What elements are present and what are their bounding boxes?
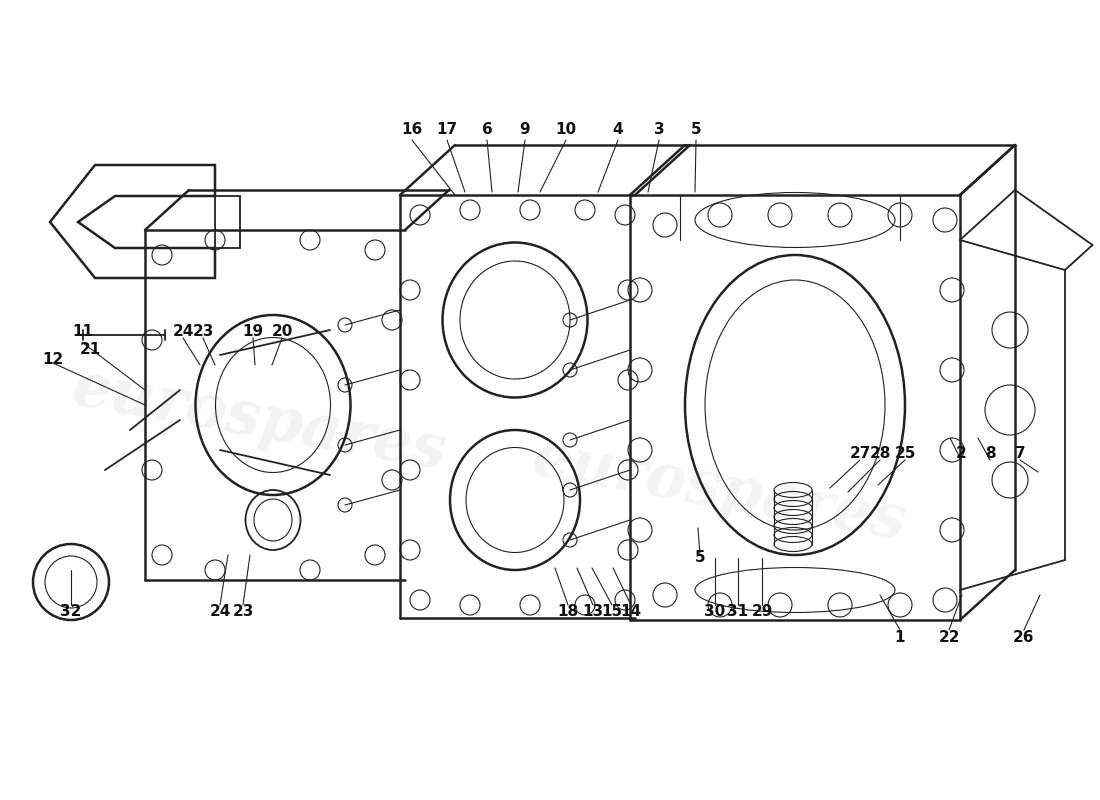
Text: 13: 13 bbox=[582, 605, 604, 619]
Text: 18: 18 bbox=[558, 605, 579, 619]
Text: 29: 29 bbox=[751, 605, 772, 619]
Text: 30: 30 bbox=[704, 605, 726, 619]
Text: 16: 16 bbox=[402, 122, 422, 138]
Text: 4: 4 bbox=[613, 122, 624, 138]
Text: 2: 2 bbox=[956, 446, 967, 461]
Text: 19: 19 bbox=[242, 323, 264, 338]
Text: 6: 6 bbox=[482, 122, 493, 138]
Text: 5: 5 bbox=[695, 550, 705, 566]
Text: 3: 3 bbox=[653, 122, 664, 138]
Text: 24: 24 bbox=[173, 323, 194, 338]
Text: 26: 26 bbox=[1013, 630, 1035, 645]
Text: 23: 23 bbox=[192, 323, 213, 338]
Text: 20: 20 bbox=[272, 323, 293, 338]
Text: 5: 5 bbox=[691, 122, 702, 138]
Text: 17: 17 bbox=[437, 122, 458, 138]
Text: 32: 32 bbox=[60, 605, 81, 619]
Text: 27: 27 bbox=[849, 446, 871, 461]
Text: 1: 1 bbox=[894, 630, 905, 645]
Text: 8: 8 bbox=[984, 446, 996, 461]
Text: 10: 10 bbox=[556, 122, 576, 138]
Text: 7: 7 bbox=[1014, 446, 1025, 461]
Text: 28: 28 bbox=[869, 446, 891, 461]
Text: eurospares: eurospares bbox=[68, 358, 452, 482]
Text: 9: 9 bbox=[519, 122, 530, 138]
Text: 12: 12 bbox=[43, 353, 64, 367]
Text: 23: 23 bbox=[232, 605, 254, 619]
Text: 25: 25 bbox=[894, 446, 915, 461]
Text: 15: 15 bbox=[602, 605, 623, 619]
Text: 22: 22 bbox=[938, 630, 959, 645]
Text: 24: 24 bbox=[209, 605, 231, 619]
Text: 21: 21 bbox=[79, 342, 100, 358]
Text: eurospares: eurospares bbox=[528, 427, 912, 553]
Text: 31: 31 bbox=[727, 605, 749, 619]
Text: 14: 14 bbox=[620, 605, 641, 619]
Text: 11: 11 bbox=[73, 323, 94, 338]
